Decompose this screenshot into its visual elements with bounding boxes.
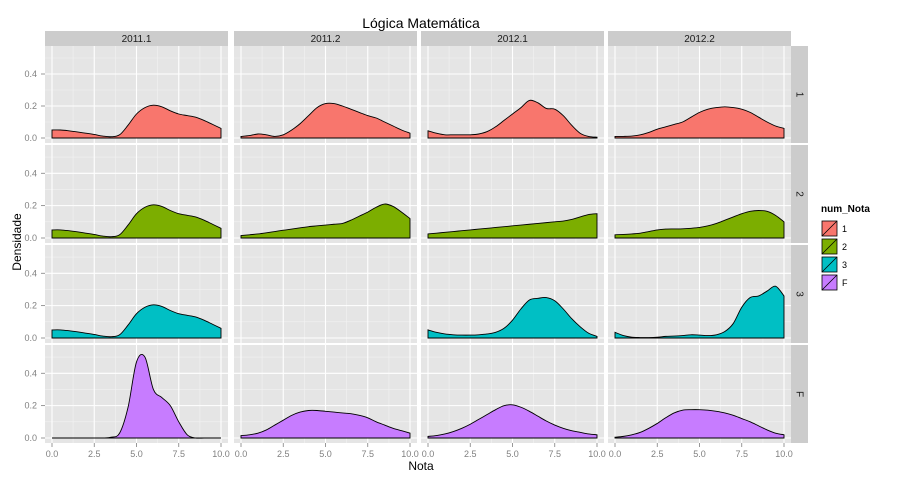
density-area (427, 404, 598, 439)
x-tick-label: 5.0 (506, 449, 519, 459)
y-tick-label: 0.0 (24, 133, 37, 143)
x-tick-label: 0.0 (609, 449, 622, 459)
facet-panels: 2011.1 2011.2 2012.1 2012.210.00.20.420.00.… (24, 31, 808, 459)
x-tick-label: 5.0 (130, 449, 143, 459)
facet-panel (45, 46, 228, 143)
density-area (240, 102, 411, 139)
legend: num_Nota 1 2 3 F (820, 204, 870, 292)
density-area (427, 296, 598, 339)
x-tick-label: 2.5 (88, 449, 101, 459)
density-area (427, 213, 598, 239)
column-strip-label: 2011.2 (311, 34, 341, 45)
legend-title: num_Nota (821, 204, 870, 215)
density-area (240, 203, 411, 239)
legend-item: 3 (820, 255, 847, 274)
density-area (614, 210, 785, 239)
density-area (51, 304, 222, 339)
x-tick-label: 7.5 (548, 449, 561, 459)
y-tick-label: 0.0 (24, 433, 37, 443)
x-tick-label: 7.5 (735, 449, 748, 459)
facet-panel (608, 245, 791, 343)
column-strip-label: 2011.1 (122, 34, 152, 45)
x-tick-label: 0.0 (46, 449, 59, 459)
facet-panel (421, 345, 604, 443)
facet-panel (421, 245, 604, 343)
x-tick-label: 10.0 (588, 449, 606, 459)
density-area (614, 409, 785, 439)
row-strip-label: 1 (794, 92, 805, 98)
y-axis-label: Densidade (10, 213, 24, 271)
y-tick-label: 0.2 (24, 301, 37, 311)
y-tick-label: 0.4 (24, 69, 37, 79)
facet-panel (608, 145, 791, 243)
x-tick-label: 0.0 (235, 449, 248, 459)
density-area (427, 99, 598, 139)
chart-title: Lógica Matemática (362, 15, 480, 31)
x-axis-label: Nota (408, 459, 434, 473)
legend-item: F (820, 273, 848, 292)
legend-items: 1 2 3 F (820, 219, 848, 292)
row-strip-label: F (794, 391, 805, 397)
density-area (614, 106, 785, 139)
legend-label: 1 (842, 224, 847, 234)
y-tick-label: 0.0 (24, 333, 37, 343)
density-area (240, 409, 411, 439)
column-strip (45, 31, 228, 46)
legend-swatch-diagonal (821, 256, 838, 273)
legend-label: 2 (842, 242, 847, 252)
legend-label: F (842, 278, 848, 288)
facet-panel (608, 46, 791, 143)
x-tick-label: 7.5 (172, 449, 185, 459)
y-tick-label: 0.0 (24, 233, 37, 243)
x-tick-label: 10.0 (401, 449, 419, 459)
x-tick-label: 0.0 (422, 449, 435, 459)
y-tick-label: 0.2 (24, 201, 37, 211)
row-strip (791, 345, 808, 443)
y-tick-label: 0.4 (24, 368, 37, 378)
density-area (51, 204, 222, 239)
x-tick-label: 5.0 (319, 449, 332, 459)
facet-panel (45, 345, 228, 443)
facet-panel (608, 345, 791, 443)
facet-panel (234, 245, 417, 343)
facet-panel (45, 145, 228, 243)
column-strip-label: 2012.1 (497, 34, 528, 45)
facet-panel (421, 46, 604, 143)
column-strip (608, 31, 791, 46)
density-area (51, 353, 221, 439)
facet-panel (45, 245, 228, 343)
y-tick-label: 0.2 (24, 101, 37, 111)
row-strip-label: 3 (794, 291, 805, 297)
row-strip-label: 2 (794, 191, 805, 197)
row-strip (791, 245, 808, 343)
x-tick-label: 2.5 (277, 449, 290, 459)
row-strip (791, 46, 808, 143)
density-area (51, 104, 222, 139)
legend-swatch-diagonal (821, 274, 838, 291)
y-tick-label: 0.4 (24, 168, 37, 178)
facet-panel (234, 46, 417, 143)
column-strip (421, 31, 604, 46)
x-tick-label: 5.0 (693, 449, 706, 459)
legend-label: 3 (842, 260, 847, 270)
facet-panel (234, 145, 417, 243)
x-tick-label: 10.0 (212, 449, 230, 459)
facet-panel (234, 345, 417, 443)
x-tick-label: 7.5 (361, 449, 374, 459)
legend-swatch-diagonal (821, 238, 838, 255)
legend-item: 1 (820, 219, 847, 238)
density-area (614, 285, 785, 339)
row-strip (791, 145, 808, 243)
column-strip-label: 2012.2 (684, 34, 715, 45)
x-tick-label: 2.5 (651, 449, 664, 459)
x-tick-label: 10.0 (775, 449, 793, 459)
x-tick-label: 2.5 (464, 449, 477, 459)
y-tick-label: 0.2 (24, 401, 37, 411)
column-strip (234, 31, 417, 46)
y-tick-label: 0.4 (24, 268, 37, 278)
legend-swatch-diagonal (821, 220, 838, 237)
facet-panel (421, 145, 604, 243)
legend-item: 2 (820, 237, 847, 256)
